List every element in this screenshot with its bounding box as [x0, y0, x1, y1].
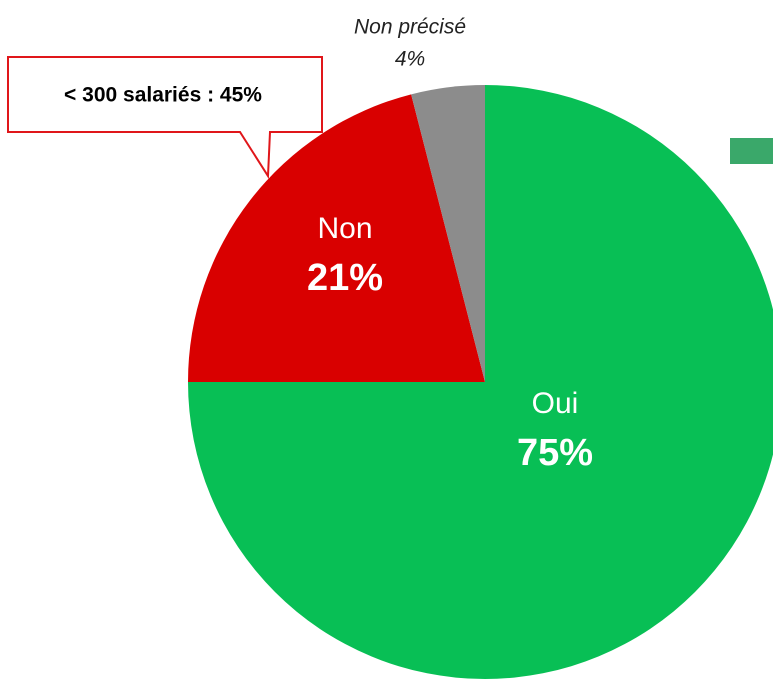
- slice-label: Oui: [532, 387, 579, 420]
- pie-slice: [188, 94, 485, 382]
- slice-label: Non: [317, 212, 372, 245]
- slice-value-label: 4%: [395, 48, 425, 71]
- slice-label: Non précisé: [354, 16, 466, 39]
- pie-slice: [188, 85, 773, 679]
- slice-value-label: 21%: [307, 257, 383, 299]
- legend-swatch: [730, 138, 773, 164]
- callout-text: < 300 salariés : 45%: [64, 84, 262, 107]
- pie-slice: [411, 85, 485, 382]
- callout-box: [7, 56, 323, 180]
- pie: [188, 85, 773, 679]
- slice-value-label: 75%: [517, 432, 593, 474]
